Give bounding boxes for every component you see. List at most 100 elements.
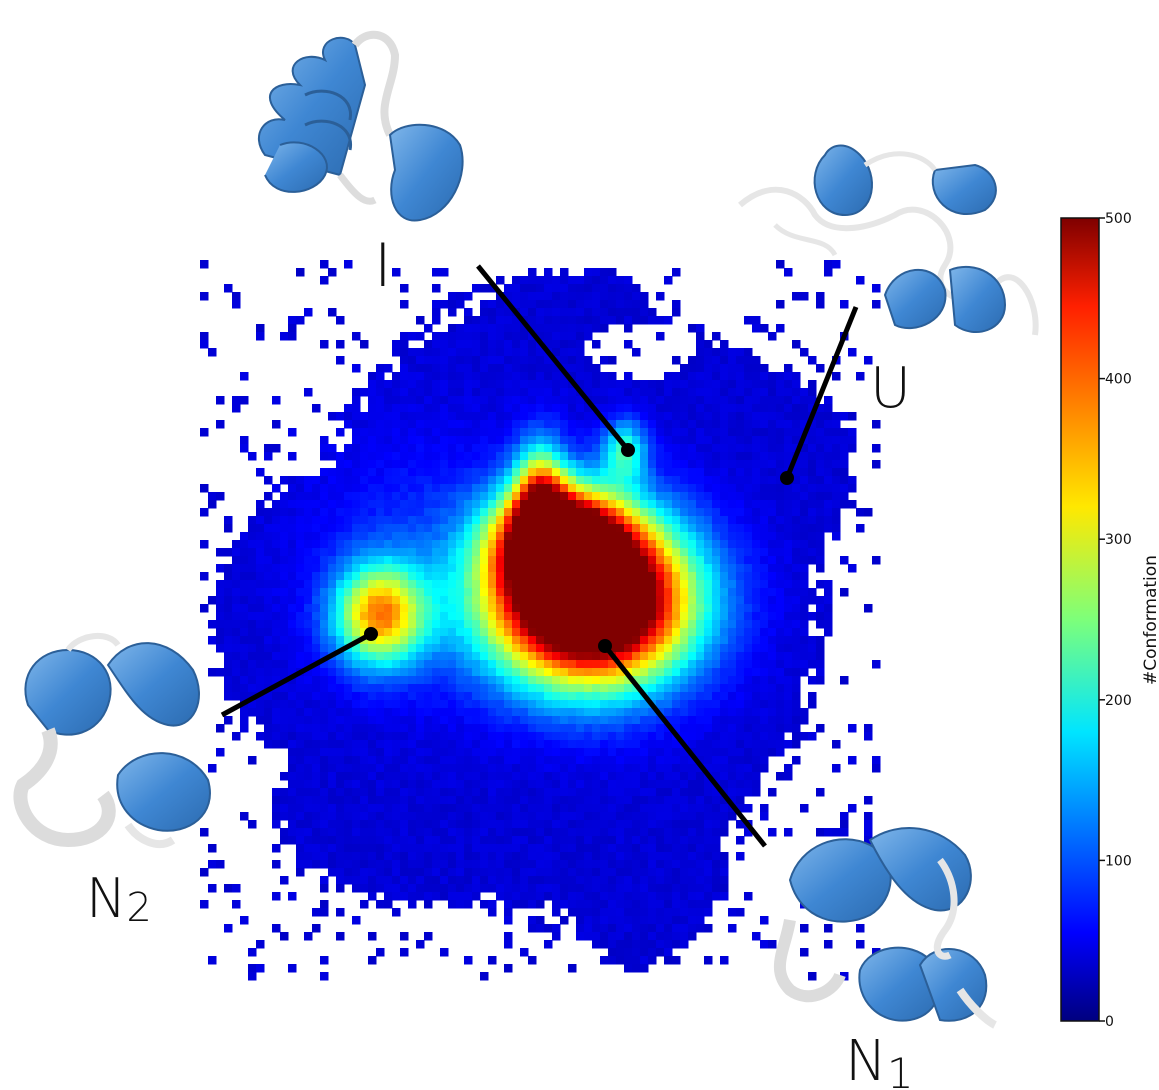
heatmap-cell bbox=[296, 780, 305, 789]
heatmap-cell bbox=[392, 412, 401, 421]
heatmap-cell bbox=[504, 436, 513, 445]
heatmap-cell bbox=[392, 484, 401, 493]
heatmap-cell bbox=[704, 612, 713, 621]
heatmap-cell bbox=[288, 580, 297, 589]
heatmap-cell bbox=[472, 756, 481, 765]
heatmap-cell bbox=[704, 540, 713, 549]
heatmap-cell bbox=[392, 340, 401, 349]
heatmap-cell bbox=[416, 604, 425, 613]
heatmap-cell bbox=[552, 492, 561, 501]
heatmap-cell bbox=[752, 364, 761, 373]
heatmap-cell bbox=[672, 812, 681, 821]
heatmap-cell bbox=[520, 756, 529, 765]
heatmap-cell bbox=[368, 588, 377, 597]
heatmap-cell bbox=[456, 716, 465, 725]
heatmap-cell bbox=[440, 404, 449, 413]
heatmap-cell bbox=[776, 492, 785, 501]
heatmap-cell bbox=[632, 556, 641, 565]
heatmap-cell bbox=[360, 508, 369, 517]
heatmap-cell bbox=[344, 828, 353, 837]
heatmap-cell bbox=[672, 476, 681, 485]
heatmap-cell bbox=[536, 596, 545, 605]
heatmap-cell bbox=[792, 508, 801, 517]
heatmap-cell bbox=[568, 388, 577, 397]
heatmap-cell bbox=[712, 812, 721, 821]
heatmap-cell bbox=[816, 476, 825, 485]
heatmap-cell bbox=[536, 652, 545, 661]
heatmap-cell bbox=[576, 396, 585, 405]
heatmap-cell bbox=[408, 380, 417, 389]
heatmap-cell bbox=[408, 556, 417, 565]
heatmap-cell bbox=[680, 796, 689, 805]
heatmap-cell bbox=[384, 892, 393, 901]
heatmap-cell bbox=[664, 852, 673, 861]
heatmap-cell bbox=[656, 436, 665, 445]
heatmap-cell bbox=[784, 372, 793, 381]
heatmap-cell bbox=[336, 428, 345, 437]
heatmap-cell bbox=[592, 732, 601, 741]
heatmap-cell bbox=[456, 300, 465, 309]
heatmap-cell bbox=[720, 604, 729, 613]
heatmap-cell bbox=[576, 796, 585, 805]
heatmap-cell bbox=[376, 388, 385, 397]
heatmap-cell bbox=[384, 476, 393, 485]
heatmap-cell bbox=[328, 308, 337, 317]
heatmap-cell bbox=[256, 636, 265, 645]
heatmap-cell bbox=[552, 364, 561, 373]
heatmap-cell bbox=[696, 708, 705, 717]
heatmap-cell bbox=[568, 628, 577, 637]
heatmap-cell bbox=[296, 316, 305, 325]
heatmap-cell bbox=[424, 732, 433, 741]
heatmap-cell bbox=[472, 772, 481, 781]
heatmap-cell bbox=[536, 300, 545, 309]
heatmap-cell bbox=[480, 324, 489, 333]
heatmap-cell bbox=[440, 596, 449, 605]
heatmap-cell bbox=[688, 452, 697, 461]
heatmap-cell bbox=[520, 380, 529, 389]
heatmap-cell bbox=[608, 540, 617, 549]
heatmap-cell bbox=[408, 716, 417, 725]
heatmap-cell bbox=[424, 748, 433, 757]
heatmap-cell bbox=[648, 820, 657, 829]
heatmap-cell bbox=[272, 532, 281, 541]
heatmap-cell bbox=[640, 460, 649, 469]
heatmap-cell bbox=[704, 780, 713, 789]
heatmap-cell bbox=[680, 852, 689, 861]
heatmap-cell bbox=[424, 396, 433, 405]
heatmap-cell bbox=[328, 628, 337, 637]
heatmap-cell bbox=[544, 764, 553, 773]
heatmap-cell bbox=[720, 412, 729, 421]
heatmap-cell bbox=[376, 380, 385, 389]
heatmap-cell bbox=[696, 356, 705, 365]
heatmap-cell bbox=[488, 444, 497, 453]
heatmap-cell bbox=[488, 396, 497, 405]
heatmap-cell bbox=[536, 436, 545, 445]
heatmap-cell bbox=[520, 356, 529, 365]
heatmap-cell bbox=[664, 860, 673, 869]
heatmap-cell bbox=[544, 364, 553, 373]
heatmap-cell bbox=[672, 668, 681, 677]
heatmap-cell bbox=[840, 428, 849, 437]
heatmap-cell bbox=[560, 812, 569, 821]
heatmap-cell bbox=[400, 356, 409, 365]
heatmap-cell bbox=[584, 692, 593, 701]
heatmap-cell bbox=[568, 868, 577, 877]
heatmap-cell bbox=[200, 428, 209, 437]
heatmap-cell bbox=[288, 636, 297, 645]
heatmap-cell bbox=[560, 748, 569, 757]
heatmap-cell bbox=[464, 780, 473, 789]
heatmap-cell bbox=[392, 452, 401, 461]
heatmap-cell bbox=[480, 540, 489, 549]
heatmap-cell bbox=[488, 588, 497, 597]
heatmap-cell bbox=[576, 340, 585, 349]
heatmap-cell bbox=[296, 660, 305, 669]
heatmap-cell bbox=[352, 580, 361, 589]
heatmap-cell bbox=[544, 580, 553, 589]
heatmap-cell bbox=[416, 724, 425, 733]
heatmap-cell bbox=[568, 692, 577, 701]
heatmap-cell bbox=[472, 852, 481, 861]
heatmap-cell bbox=[232, 540, 241, 549]
heatmap-cell bbox=[640, 748, 649, 757]
heatmap-cell bbox=[736, 364, 745, 373]
heatmap-cell bbox=[464, 508, 473, 517]
